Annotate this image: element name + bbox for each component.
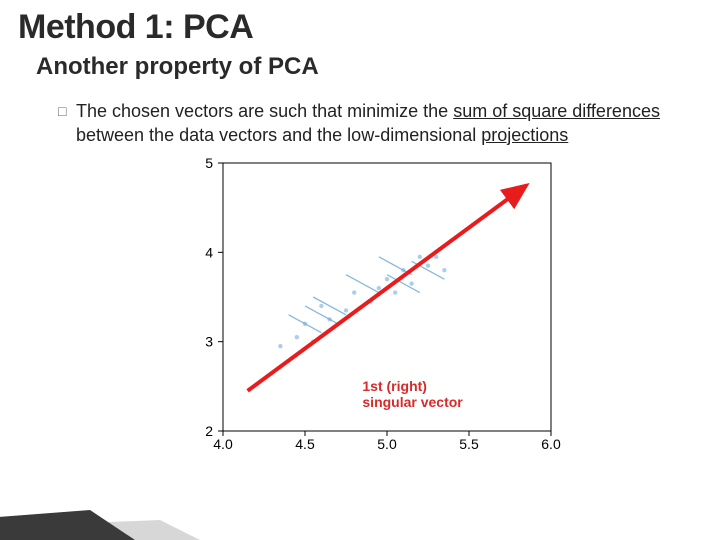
slide-body: □ The chosen vectors are such that minim… [0,81,720,457]
svg-text:2: 2 [205,423,213,439]
svg-text:5.0: 5.0 [377,436,397,452]
bullet-marker: □ [58,99,76,123]
bullet-item: □ The chosen vectors are such that minim… [58,99,684,147]
svg-text:6.0: 6.0 [541,436,561,452]
bullet-underline-2: projections [481,125,568,145]
pca-chart: 2 3 4 5 4.0 4.5 5.0 5.5 6.0 1st (right)singular … [181,157,561,457]
pca-chart-svg: 2 3 4 5 4.0 4.5 5.0 5.5 6.0 1st (right)singular … [181,157,561,457]
svg-text:4.0: 4.0 [213,436,233,452]
bullet-underline-1: sum of square differences [453,101,660,121]
bullet-pre: The chosen vectors are such that minimiz… [76,101,453,121]
svg-text:4: 4 [205,244,213,260]
bullet-text: The chosen vectors are such that minimiz… [76,99,684,147]
corner-accent [0,490,220,540]
bullet-mid: between the data vectors and the low-dim… [76,125,481,145]
slide-subtitle: Another property of PCA [0,47,720,81]
svg-text:4.5: 4.5 [295,436,315,452]
slide: { "title": "Method 1: PCA", "subtitle": … [0,0,720,540]
svg-text:3: 3 [205,334,213,350]
svg-text:5.5: 5.5 [459,436,479,452]
svg-text:5: 5 [205,157,213,171]
svg-text:singular vector: singular vector [362,394,463,410]
svg-text:1st (right): 1st (right) [362,378,427,394]
slide-title: Method 1: PCA [0,0,720,47]
